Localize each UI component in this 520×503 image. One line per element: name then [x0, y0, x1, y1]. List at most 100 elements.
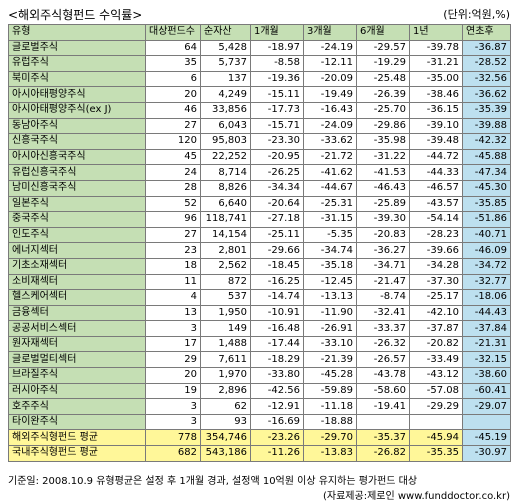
- value-cell: -39.48: [409, 133, 463, 150]
- value-cell: -32.15: [462, 351, 511, 369]
- value-cell: 28: [145, 179, 201, 197]
- value-cell: -39.66: [409, 242, 463, 259]
- value-cell: -24.19: [303, 39, 357, 57]
- value-cell: -12.45: [303, 273, 357, 291]
- type-cell: 신흥국주식: [8, 133, 146, 150]
- value-cell: 52: [145, 195, 201, 213]
- value-cell: 93: [200, 413, 251, 431]
- type-cell: 호주주식: [8, 398, 146, 415]
- summary-row: 국내주식형펀드 평균 682 543,186 -11.26 -13.83 -26.82 -3…: [8, 445, 511, 462]
- value-cell: 4: [145, 289, 201, 306]
- value-cell: -34.72: [462, 257, 511, 275]
- value-cell: 5,428: [200, 39, 251, 57]
- value-cell: -47.34: [462, 164, 511, 181]
- value-cell: -46.43: [356, 179, 410, 197]
- value-cell: -18.88: [303, 413, 357, 431]
- value-cell: -25.89: [356, 195, 410, 213]
- value-cell: -25.48: [356, 70, 410, 88]
- value-cell: -43.12: [409, 367, 463, 384]
- value-cell: -16.48: [250, 320, 304, 337]
- value-cell: -25.11: [250, 226, 304, 244]
- value-cell: -29.86: [356, 117, 410, 135]
- value-cell: 33,856: [200, 101, 251, 119]
- value-cell: -44.72: [409, 148, 463, 166]
- value-cell: 35: [145, 55, 201, 72]
- type-cell: 브라질주식: [8, 367, 146, 384]
- value-cell: -43.78: [356, 367, 410, 384]
- value-cell: 8,826: [200, 179, 251, 197]
- value-cell: 64: [145, 39, 201, 57]
- value-cell: -23.26: [250, 429, 304, 447]
- value-cell: -35.85: [462, 195, 511, 213]
- value-cell: -35.35: [409, 445, 463, 462]
- type-cell: 북미주식: [8, 70, 146, 88]
- header-cell: 유형: [8, 24, 146, 41]
- value-cell: -32.56: [462, 70, 511, 88]
- value-cell: -45.30: [462, 179, 511, 197]
- type-cell: 에너지섹터: [8, 242, 146, 259]
- type-cell: 러시아주식: [8, 382, 146, 400]
- value-cell: 354,746: [200, 429, 251, 447]
- value-cell: -15.11: [250, 86, 304, 103]
- value-cell: 95,803: [200, 133, 251, 150]
- header-cell: 순자산: [200, 24, 251, 41]
- value-cell: -26.25: [250, 164, 304, 181]
- value-cell: -26.82: [356, 445, 410, 462]
- value-cell: -26.91: [303, 320, 357, 337]
- value-cell: 6,640: [200, 195, 251, 213]
- value-cell: -43.57: [409, 195, 463, 213]
- table-row: 남미신흥국주식 28 8,826 -34.34 -44.67 -46.43 -46.57 -4…: [8, 179, 511, 197]
- value-cell: -39.10: [409, 117, 463, 135]
- value-cell: -13.13: [303, 289, 357, 306]
- value-cell: -42.32: [462, 133, 511, 150]
- type-cell: 원자재섹터: [8, 335, 146, 353]
- table-row: 유럽주식 35 5,737 -8.58 -12.11 -19.29 -31.21 -28.52: [8, 55, 511, 72]
- value-cell: -32.41: [356, 304, 410, 322]
- value-cell: -21.31: [462, 335, 511, 353]
- type-cell: 해외주식형펀드 평균: [8, 429, 146, 447]
- value-cell: -12.91: [250, 398, 304, 415]
- value-cell: -41.53: [356, 164, 410, 181]
- value-cell: -29.70: [303, 429, 357, 447]
- value-cell: -34.74: [303, 242, 357, 259]
- table-row: 아시아태평양주식 20 4,249 -15.11 -19.49 -26.39 -38.46-…: [8, 86, 511, 103]
- value-cell: -21.72: [303, 148, 357, 166]
- type-cell: 아시아태평양주식: [8, 86, 146, 103]
- value-cell: 22,252: [200, 148, 251, 166]
- value-cell: -29.57: [356, 39, 410, 57]
- type-cell: 기초소재섹터: [8, 257, 146, 275]
- value-cell: 3: [145, 320, 201, 337]
- value-cell: 1,488: [200, 335, 251, 353]
- value-cell: 2,801: [200, 242, 251, 259]
- type-cell: 중국주식: [8, 211, 146, 228]
- type-cell: 일본주식: [8, 195, 146, 213]
- fund-returns-table: 유형 대상펀드수 순자산 1개월 3개월 6개월 1년 연초후 글로벌주식 64 5…: [8, 24, 511, 462]
- value-cell: -60.41: [462, 382, 511, 400]
- value-cell: -20.82: [409, 335, 463, 353]
- value-cell: -37.84: [462, 320, 511, 337]
- value-cell: 2,896: [200, 382, 251, 400]
- header-cell: 대상펀드수: [145, 24, 201, 41]
- value-cell: -39.88: [462, 117, 511, 135]
- table-row: 공공서비스섹터 3 149 -16.48 -26.91 -33.37 -37.87 -37.8…: [8, 320, 511, 337]
- value-cell: -20.64: [250, 195, 304, 213]
- value-cell: -26.32: [356, 335, 410, 353]
- value-cell: -33.49: [409, 351, 463, 369]
- value-cell: -25.70: [356, 101, 410, 119]
- type-cell: 글로벌주식: [8, 39, 146, 57]
- value-cell: -44.43: [462, 304, 511, 322]
- value-cell: -16.43: [303, 101, 357, 119]
- value-cell: 4,249: [200, 86, 251, 103]
- value-cell: -38.60: [462, 367, 511, 384]
- value-cell: 872: [200, 273, 251, 291]
- value-cell: -45.94: [409, 429, 463, 447]
- value-cell: -45.28: [303, 367, 357, 384]
- type-cell: 국내주식형펀드 평균: [8, 445, 146, 462]
- value-cell: -46.09: [462, 242, 511, 259]
- value-cell: [356, 413, 410, 431]
- type-cell: 인도주식: [8, 226, 146, 244]
- value-cell: 19: [145, 382, 201, 400]
- value-cell: -11.90: [303, 304, 357, 322]
- value-cell: -8.58: [250, 55, 304, 72]
